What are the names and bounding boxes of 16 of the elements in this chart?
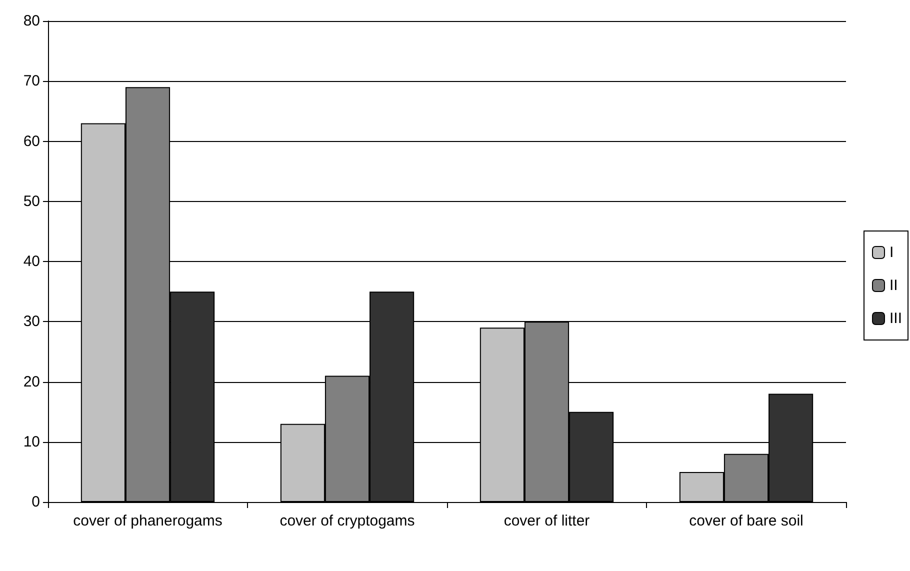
legend-label: I: [890, 244, 894, 261]
y-tick-label: 50: [23, 192, 40, 210]
legend-label: III: [890, 310, 902, 327]
y-tick-label: 80: [23, 12, 40, 30]
y-tick-label: 60: [23, 132, 40, 150]
x-tick-label: cover of litter: [504, 512, 590, 530]
legend-label: II: [890, 277, 898, 294]
y-tick-label: 20: [23, 373, 40, 390]
y-tick-label: 0: [32, 494, 40, 510]
y-tick-label: 10: [23, 433, 40, 450]
y-tick-label: 30: [23, 313, 40, 330]
y-tick-label: 70: [23, 72, 40, 90]
x-tick-label: cover of cryptogams: [280, 512, 415, 530]
y-tick-label: 40: [23, 253, 40, 270]
x-tick-label: cover of phanerogams: [73, 512, 222, 530]
x-tick-label: cover of bare soil: [689, 512, 804, 530]
